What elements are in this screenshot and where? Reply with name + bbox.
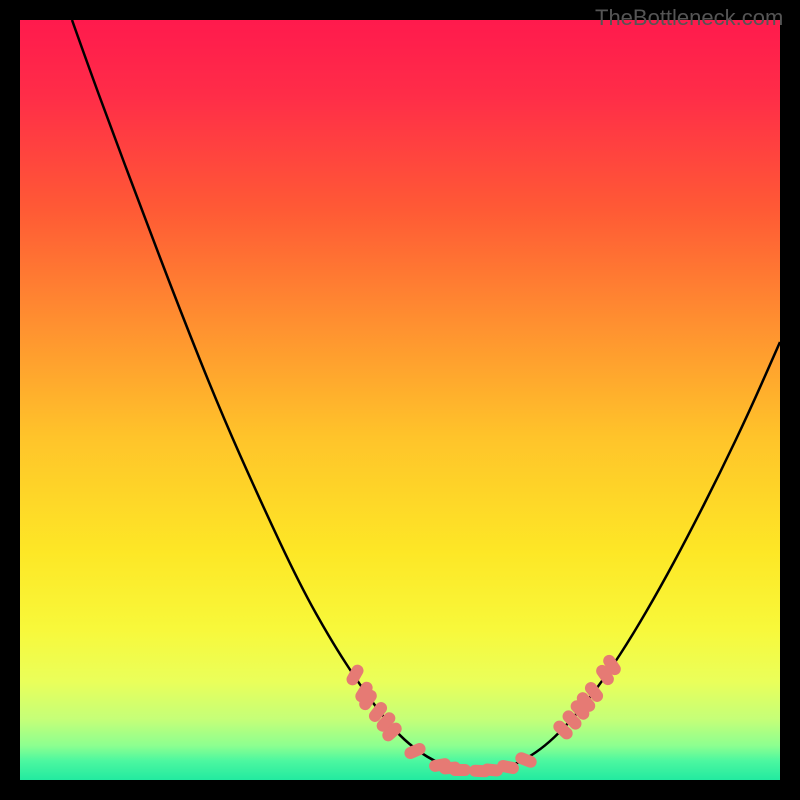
curve-marker	[449, 764, 471, 776]
bottleneck-chart	[0, 0, 800, 800]
watermark-text: TheBottleneck.com	[595, 5, 783, 31]
plot-background	[20, 20, 780, 780]
